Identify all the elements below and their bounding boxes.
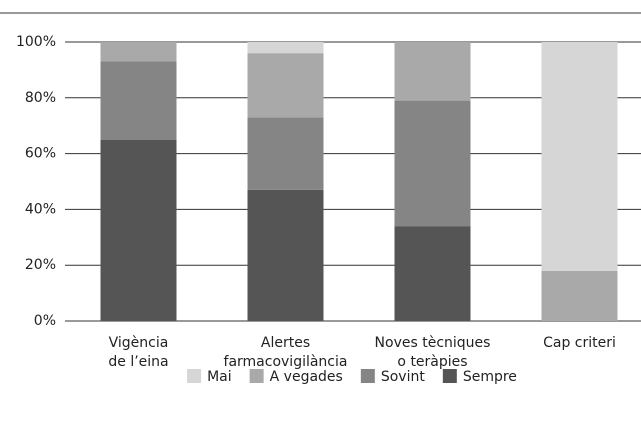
legend-label: A vegades [270,369,343,385]
legend-swatch [249,369,264,383]
bar-segment [394,226,471,321]
x-tick-label: o teràpies [397,354,467,370]
y-tick-label: 40% [25,201,56,217]
x-tick-label: farmacovigilància [224,354,348,370]
bar-segment [100,42,177,62]
bar-segment [394,42,471,101]
y-tick-label: 0% [34,313,56,329]
x-tick-label: Cap criteri [543,335,616,351]
bar-segment [394,100,471,227]
y-tick-label: 80% [25,90,56,106]
legend-label: Sempre [463,369,517,385]
bar-segment [100,61,177,140]
bar-segment [100,139,177,321]
bar-segment [247,42,324,54]
legend-swatch [442,369,457,383]
bar-segment [247,53,324,118]
y-tick-label: 20% [25,257,56,273]
x-tick-label: Vigència [109,335,169,351]
bar-segment [247,189,324,321]
legend-swatch [360,369,375,383]
legend-label: Sovint [381,369,426,385]
bar-segment [541,270,618,321]
y-tick-label: 100% [16,34,56,50]
legend-swatch [187,369,202,383]
x-tick-label: de l’eina [108,354,168,370]
y-tick-label: 60% [25,146,56,162]
legend-label: Mai [207,369,232,385]
bar-segment [247,117,324,190]
x-tick-label: Noves tècniques [375,335,491,351]
bar-segment [541,42,618,271]
x-tick-label: Alertes [261,335,310,351]
